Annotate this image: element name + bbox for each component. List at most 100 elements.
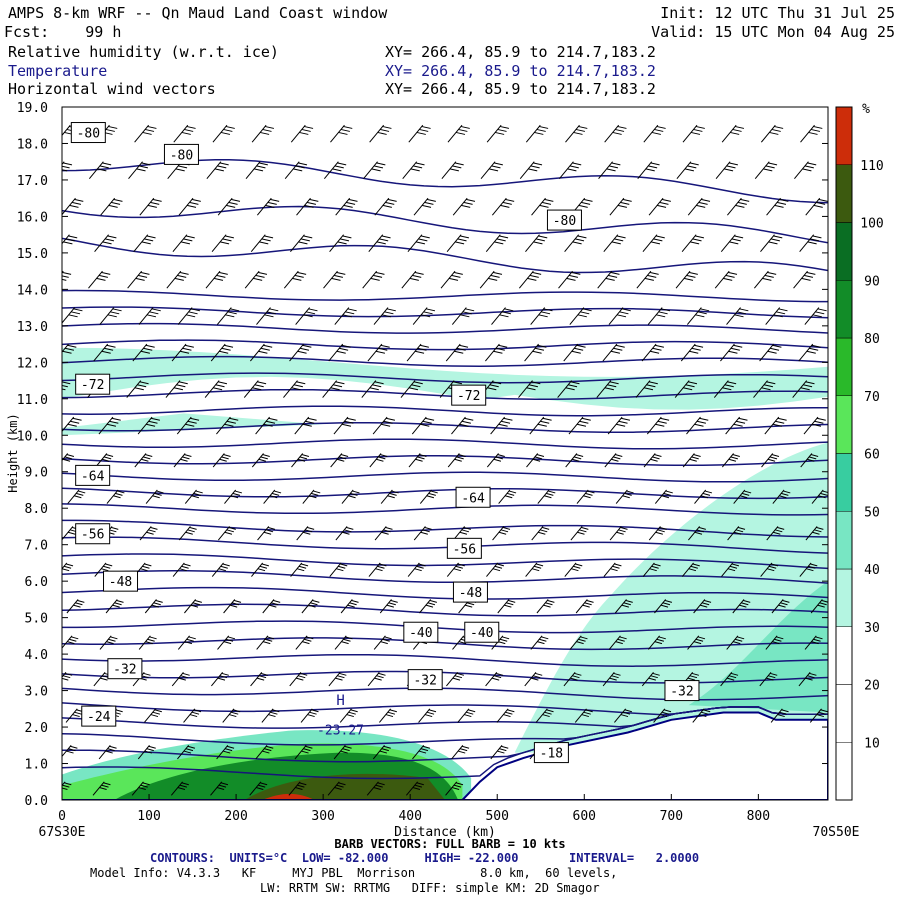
wind-barb — [529, 416, 552, 435]
wind-barb — [419, 489, 438, 504]
temperature-isotherm — [62, 322, 828, 334]
wind-barb — [139, 197, 162, 216]
wind-barb — [445, 343, 469, 362]
wind-barb — [172, 234, 195, 252]
temperature-isotherm — [62, 339, 828, 351]
wind-barb — [412, 307, 436, 325]
wind-barb — [177, 635, 196, 650]
colorbar-tick-label: 90 — [864, 274, 880, 289]
wind-barb — [184, 489, 203, 504]
temperature-isotherm — [62, 388, 828, 400]
wind-barb — [441, 161, 464, 180]
y-tick-label: 17.0 — [17, 174, 48, 189]
temperature-isotherm — [62, 702, 828, 716]
contour-label: -32 — [664, 680, 700, 702]
contour-label: -24 — [81, 705, 117, 727]
wind-barb — [794, 161, 817, 180]
terrain — [62, 711, 828, 800]
model-info: Model Info: V4.3.3 KF MYJ PBL Morrison 8… — [90, 866, 618, 880]
wind-barb — [598, 161, 621, 180]
rh-low-layer-100 — [244, 773, 445, 800]
wind-barb — [330, 124, 353, 143]
wind-barb — [137, 416, 161, 435]
extremum-marker: H — [336, 693, 344, 709]
wind-barb — [98, 416, 121, 435]
wind-barb — [447, 124, 470, 143]
temperature-isotherm — [62, 372, 828, 384]
temperature-isotherm — [62, 570, 828, 584]
contour-label-text: -32 — [413, 674, 436, 689]
barb-info: BARB VECTORS: FULL BARB = 10 kts — [334, 837, 566, 851]
contour-label-text: -56 — [81, 528, 104, 543]
contour-label: -64 — [75, 464, 111, 486]
wind-barb — [446, 234, 470, 252]
y-tick-label: 16.0 — [17, 210, 48, 225]
field-wind-name: Horizontal wind vectors — [8, 80, 216, 98]
wind-barb — [283, 270, 307, 289]
wind-barb — [497, 599, 516, 614]
wind-barb — [557, 380, 580, 398]
terrain-profile — [62, 711, 828, 800]
wind-barb — [366, 781, 385, 796]
contour-label: -40 — [403, 621, 439, 643]
wind-barb — [568, 416, 591, 435]
wind-barb — [480, 161, 503, 180]
x-tick-label: 500 — [485, 809, 508, 824]
wind-barb — [485, 343, 508, 362]
wind-barb — [564, 234, 587, 252]
field-temp-name: Temperature — [8, 62, 108, 80]
temperature-isotherm — [62, 670, 828, 684]
wind-barb — [643, 453, 662, 468]
wind-barb — [95, 453, 114, 468]
wind-barb — [413, 526, 432, 541]
wind-barb — [368, 562, 387, 577]
colorbar-tick-label: 70 — [864, 390, 880, 405]
wind-barb — [688, 526, 706, 541]
wind-barb — [62, 744, 78, 758]
temperature-isotherm — [62, 536, 828, 554]
y-tick-label: 3.0 — [25, 685, 48, 700]
x-tick-label: 600 — [573, 809, 596, 824]
wind-barb — [210, 343, 234, 362]
wind-barb — [333, 416, 356, 435]
wind-barb — [576, 489, 595, 504]
wind-barb — [243, 380, 267, 398]
colorbar-bin — [835, 164, 853, 223]
wind-barb — [369, 124, 392, 143]
wind-barb — [256, 197, 280, 216]
wind-barb — [681, 562, 700, 577]
wind-barb — [766, 526, 785, 541]
wind-barb — [530, 635, 549, 650]
wind-barb — [328, 672, 347, 687]
wind-barb — [380, 489, 399, 504]
y-tick-label: 19.0 — [17, 101, 48, 116]
wind-barb — [173, 453, 192, 468]
wind-barb — [245, 161, 268, 180]
wind-barb — [100, 197, 123, 216]
y-tick-label: 5.0 — [25, 612, 48, 627]
wind-barb — [290, 124, 314, 143]
wind-barb — [805, 526, 824, 541]
wind-barb — [614, 599, 633, 614]
wind-barb — [754, 161, 778, 180]
wind-barb — [760, 562, 779, 577]
wind-barb — [418, 708, 437, 723]
wind-barb — [530, 307, 553, 325]
wind-barb — [798, 672, 817, 687]
wind-barb — [608, 307, 631, 325]
x-right-location: 70S50E — [813, 825, 860, 840]
wind-barb — [373, 635, 392, 650]
wind-barb — [675, 270, 698, 289]
wind-barb — [725, 416, 748, 435]
extremum-value: -23.27 — [317, 723, 364, 738]
contour-label: -64 — [455, 486, 491, 508]
wind-barb — [635, 380, 658, 398]
wind-barb — [765, 307, 788, 325]
wind-barb — [648, 526, 667, 541]
contour-label-text: -40 — [470, 626, 493, 641]
temperature-isotherm — [62, 603, 828, 617]
wind-barb — [491, 197, 515, 216]
contour-label-text: -80 — [553, 214, 576, 229]
wind-barb — [440, 270, 463, 289]
wind-barb — [637, 161, 660, 180]
